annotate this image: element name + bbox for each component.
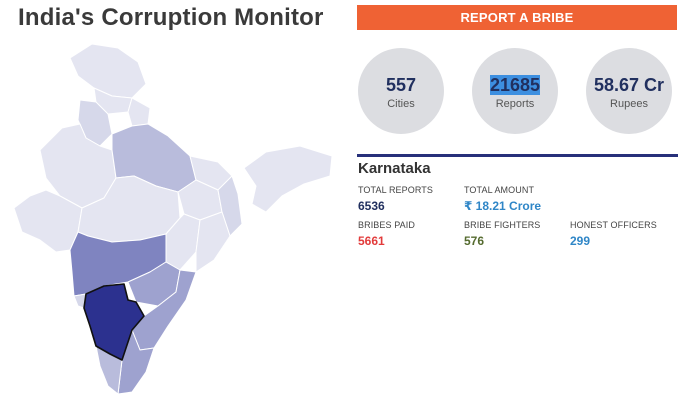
metric-total-reports-label: TOTAL REPORTS [358,185,433,195]
stat-reports-label: Reports [495,98,535,110]
map-state-uttarakhand[interactable] [127,97,151,127]
metric-bribes-paid-label: BRIBES PAID [358,220,415,230]
stat-rupees-label: Rupees [610,98,648,110]
report-a-bribe-button[interactable]: REPORT A BRIBE [357,5,677,30]
map-state-odisha[interactable] [195,211,231,273]
metric-bribe-fighters-value: 576 [464,234,485,248]
map-state-north-east[interactable] [243,145,333,213]
selected-state-name: Karnataka [358,160,431,177]
metric-total-reports-value: 6536 [358,199,385,213]
stat-reports-circle: 21685 Reports [472,48,558,134]
stat-reports-value: 21685 [489,75,541,95]
metric-total-amount-value: ₹ 18.21 Crore [464,199,542,213]
map-state-punjab-haryana[interactable] [77,99,113,147]
stat-reports-value-wrap: 21685 [472,75,558,96]
map-state-jammu-kashmir[interactable] [69,43,147,99]
metric-total-reports: TOTAL REPORTS 6536 [358,185,433,213]
metric-honest-officers: HONEST OFFICERS 299 [570,220,657,248]
section-divider [357,154,678,157]
metric-honest-officers-value: 299 [570,234,591,248]
stat-rupees-value: 58.67 Cr [593,75,665,95]
india-map[interactable] [0,40,345,409]
stat-cities-label: Cities [387,98,415,110]
stat-cities-value: 557 [385,75,417,95]
page-title: India's Corruption Monitor [18,4,324,31]
metric-honest-officers-label: HONEST OFFICERS [570,220,657,230]
stat-rupees-circle: 58.67 Cr Rupees [586,48,672,134]
metric-bribe-fighters: BRIBE FIGHTERS 576 [464,220,540,248]
stat-cities-circle: 557 Cities [358,48,444,134]
metric-total-amount-label: TOTAL AMOUNT [464,185,535,195]
metric-bribe-fighters-label: BRIBE FIGHTERS [464,220,541,230]
metric-total-amount: TOTAL AMOUNT ₹ 18.21 Crore [464,185,541,213]
metric-bribes-paid: BRIBES PAID 5661 [358,220,415,248]
metric-bribes-paid-value: 5661 [358,234,385,248]
map-state-karnataka[interactable] [83,283,145,361]
